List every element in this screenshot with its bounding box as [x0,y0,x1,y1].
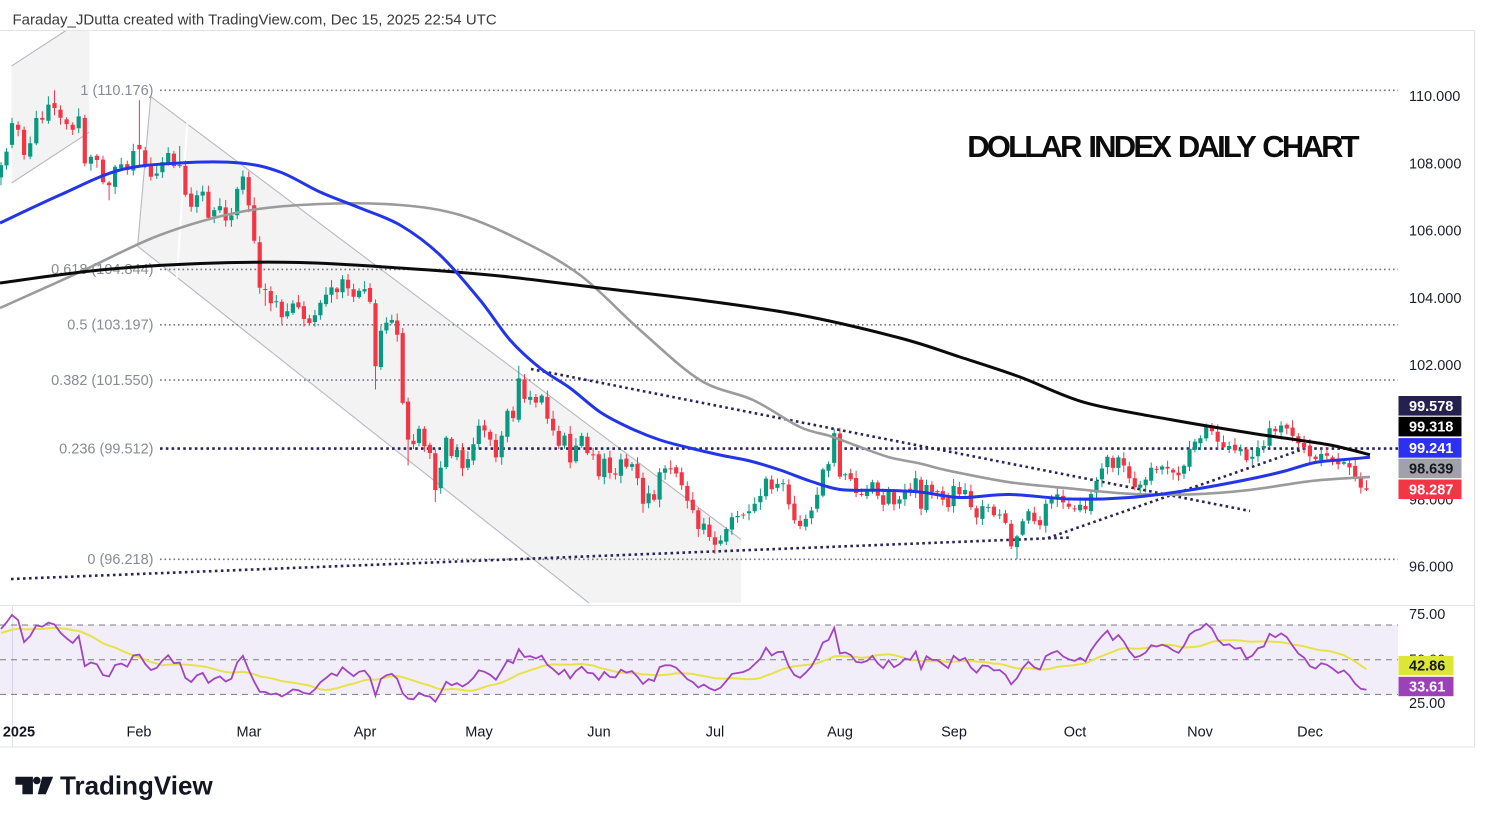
svg-text:99.578: 99.578 [1409,399,1453,415]
svg-text:104.000: 104.000 [1409,291,1461,307]
svg-text:TradingView: TradingView [60,771,213,801]
svg-text:0 (96.218): 0 (96.218) [87,552,153,568]
svg-text:Aug: Aug [827,725,853,741]
svg-text:108.000: 108.000 [1409,156,1461,172]
svg-text:Feb: Feb [127,725,152,741]
svg-text:Dec: Dec [1297,725,1323,741]
svg-text:May: May [465,725,493,741]
svg-text:Jun: Jun [587,725,610,741]
svg-text:98.287: 98.287 [1409,482,1453,498]
svg-text:Sep: Sep [941,725,967,741]
svg-text:110.000: 110.000 [1409,89,1460,105]
svg-text:DOLLAR INDEX DAILY CHART: DOLLAR INDEX DAILY CHART [967,129,1359,164]
svg-text:33.61: 33.61 [1409,680,1445,696]
svg-text:Apr: Apr [354,725,377,741]
svg-text:25.00: 25.00 [1409,696,1445,712]
svg-text:Jul: Jul [706,725,725,741]
svg-text:42.86: 42.86 [1409,659,1445,675]
svg-text:Faraday_JDutta created with Tr: Faraday_JDutta created with TradingView.… [13,12,497,29]
svg-text:1 (110.176): 1 (110.176) [80,83,153,99]
svg-text:99.241: 99.241 [1409,441,1453,457]
svg-text:106.000: 106.000 [1409,224,1461,240]
svg-text:98.639: 98.639 [1409,461,1453,477]
svg-text:99.318: 99.318 [1409,420,1453,436]
svg-text:2025: 2025 [3,725,35,741]
svg-text:0.236 (99.512): 0.236 (99.512) [59,441,153,457]
svg-text:75.00: 75.00 [1409,607,1445,623]
svg-text:Mar: Mar [237,725,262,741]
svg-text:0.382 (101.550): 0.382 (101.550) [51,373,153,389]
svg-text:0.5 (103.197): 0.5 (103.197) [67,318,153,334]
svg-text:Oct: Oct [1064,725,1087,741]
svg-text:Nov: Nov [1187,725,1214,741]
svg-text:102.000: 102.000 [1409,358,1461,374]
svg-text:96.000: 96.000 [1409,560,1453,576]
